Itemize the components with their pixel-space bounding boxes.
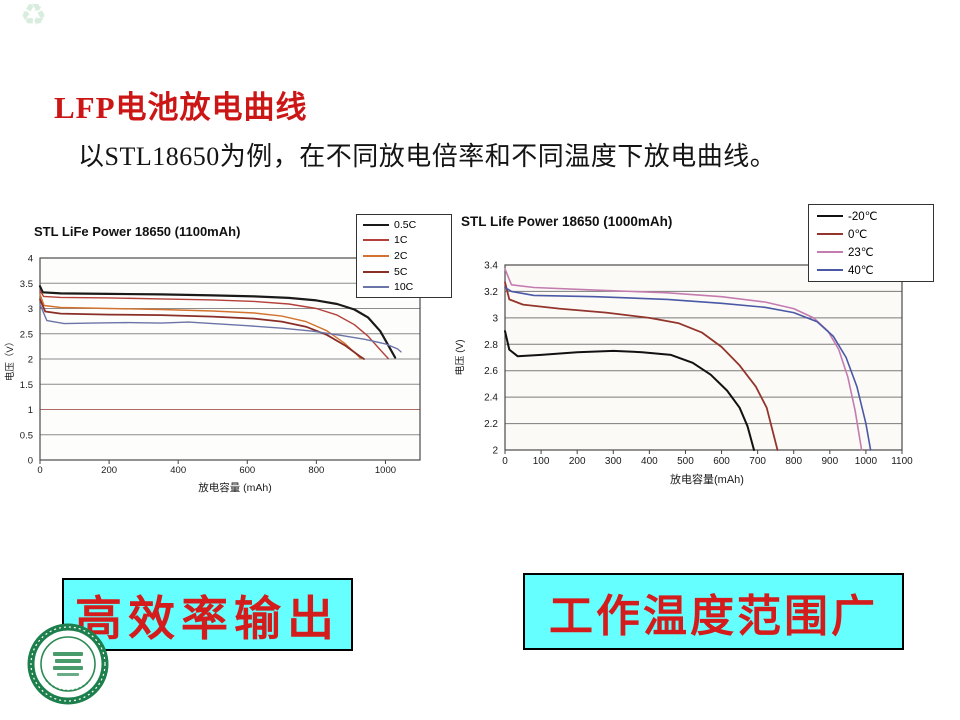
series-line-1C bbox=[39, 289, 389, 360]
legend-item: 5C bbox=[363, 264, 451, 280]
legend-line-swatch bbox=[817, 269, 843, 271]
legend-label: 1C bbox=[394, 234, 408, 247]
y-tick-label: 1.5 bbox=[20, 380, 33, 391]
legend-line-swatch bbox=[363, 255, 389, 257]
legend-item: 2C bbox=[363, 248, 451, 264]
series-line-0.5C bbox=[38, 285, 397, 359]
legend-label: 0.5C bbox=[394, 218, 417, 231]
y-tick-label: 2.8 bbox=[484, 340, 498, 351]
y-axis-title: 电压（V） bbox=[4, 337, 16, 381]
temperature-chart: STL Life Power 18650 (1000mAh) 2 2.2 2.4 2.… bbox=[455, 196, 940, 496]
x-tick-label: 100 bbox=[533, 456, 550, 467]
legend-item: -20℃ bbox=[817, 207, 933, 225]
plot-border bbox=[39, 257, 421, 461]
legend-line-swatch bbox=[363, 270, 389, 273]
x-tick-label: 200 bbox=[569, 456, 586, 467]
highlight-box-efficiency: 高效率输出 bbox=[62, 578, 353, 651]
legend-item: 1C bbox=[363, 233, 451, 249]
y-tick-label: 3.4 bbox=[484, 261, 498, 272]
company-seal-logo bbox=[27, 623, 109, 705]
subtitle: 以STL18650为例，在不同放电倍率和不同温度下放电曲线。 bbox=[78, 142, 777, 171]
legend-label: 2C bbox=[394, 250, 408, 262]
y-tick-label: 1 bbox=[28, 405, 33, 416]
x-tick-label: 600 bbox=[713, 456, 730, 467]
y-tick-label: 0.5 bbox=[20, 430, 33, 441]
y-tick-label: 2.4 bbox=[484, 393, 498, 404]
y-tick-label: 3.2 bbox=[484, 287, 498, 298]
legend-label: 5C bbox=[394, 265, 408, 278]
legend-item: 40℃ bbox=[817, 261, 933, 279]
x-axis-title: 放电容量 (mAh) bbox=[198, 481, 272, 494]
temperature-chart-title: STL Life Power 18650 (1000mAh) bbox=[461, 214, 673, 229]
x-tick-label: 900 bbox=[821, 456, 838, 467]
x-tick-label: 300 bbox=[605, 456, 622, 467]
x-tick-label: 500 bbox=[677, 456, 694, 467]
legend-line-swatch bbox=[363, 239, 389, 242]
legend-label: 40℃ bbox=[848, 265, 874, 277]
y-tick-label: 2.5 bbox=[20, 329, 33, 340]
legend-line-swatch bbox=[363, 223, 389, 226]
y-tick-label: 3 bbox=[28, 304, 33, 315]
y-tick-label: 2.6 bbox=[484, 366, 498, 377]
y-axis-title: 电压 (V) bbox=[455, 339, 466, 375]
y-tick-label: 3.5 bbox=[20, 279, 33, 290]
y-tick-label: 2 bbox=[492, 446, 498, 457]
x-tick-label: 800 bbox=[785, 456, 802, 467]
legend-label: 23℃ bbox=[848, 247, 874, 259]
page-title: LFP电池放电曲线 bbox=[54, 90, 308, 125]
x-axis-title: 放电容量(mAh) bbox=[670, 472, 744, 486]
series-line-10C bbox=[39, 303, 402, 353]
highlight-box-temperature: 工作温度范围广 bbox=[523, 573, 904, 650]
legend-item: 23℃ bbox=[817, 243, 933, 261]
temperature-legend: -20℃ 0℃ 23℃ 40℃ bbox=[808, 204, 934, 282]
legend-label: 0℃ bbox=[848, 229, 868, 241]
x-tick-label: 0 bbox=[37, 465, 42, 476]
y-tick-label: 3 bbox=[492, 313, 498, 324]
x-tick-label: 200 bbox=[101, 465, 117, 476]
legend-label: 10C bbox=[394, 281, 414, 294]
x-tick-label: 1000 bbox=[375, 465, 396, 476]
series-line-0℃ bbox=[504, 281, 779, 451]
y-tick-label: 0 bbox=[28, 456, 33, 467]
x-tick-label: 400 bbox=[641, 456, 658, 467]
plot-background bbox=[505, 265, 902, 450]
series-line-40℃ bbox=[504, 286, 872, 451]
x-tick-label: 600 bbox=[239, 465, 255, 476]
x-tick-label: 700 bbox=[749, 456, 766, 467]
x-tick-label: 0 bbox=[502, 456, 508, 467]
y-tick-label: 2 bbox=[28, 355, 33, 366]
legend-label: -20℃ bbox=[848, 211, 878, 223]
x-tick-label: 800 bbox=[308, 465, 324, 476]
legend-item: 10C bbox=[363, 279, 451, 295]
series-line--20℃ bbox=[504, 330, 755, 451]
seal-inner-text bbox=[53, 652, 83, 676]
legend-line-swatch bbox=[817, 233, 843, 235]
temperature-plot: 2 2.2 2.4 2.6 2.8 3 3.2 3.4 0 100 200 300 400 500 600 7… bbox=[455, 261, 913, 487]
x-tick-label: 1100 bbox=[891, 456, 913, 467]
series-line-5C bbox=[39, 298, 365, 360]
seal-ring-text bbox=[30, 626, 106, 702]
legend-line-swatch bbox=[817, 215, 843, 217]
x-tick-label: 400 bbox=[170, 465, 186, 476]
series-line-2C bbox=[39, 293, 362, 360]
recycle-icon: ♻ bbox=[20, 0, 47, 32]
discharge-rate-legend: 0.5C 1C 2C 5C 10C bbox=[356, 214, 452, 298]
plot-border bbox=[504, 264, 903, 451]
legend-item: 0℃ bbox=[817, 225, 933, 243]
discharge-rate-chart: STL LiFe Power 18650 (1100mAh) 0 0.5 1 1.5 2… bbox=[0, 210, 458, 502]
y-tick-label: 4 bbox=[28, 254, 33, 265]
series-line-23℃ bbox=[504, 268, 863, 451]
highlight-box-efficiency-label: 高效率输出 bbox=[75, 594, 340, 646]
legend-line-swatch bbox=[817, 251, 843, 253]
legend-item: 0.5C bbox=[363, 217, 451, 233]
highlight-box-temperature-label: 工作温度范围广 bbox=[549, 591, 878, 641]
discharge-rate-chart-title: STL LiFe Power 18650 (1100mAh) bbox=[34, 224, 241, 239]
x-tick-label: 1000 bbox=[855, 456, 878, 467]
y-tick-label: 2.2 bbox=[484, 419, 498, 430]
legend-line-swatch bbox=[363, 286, 389, 289]
